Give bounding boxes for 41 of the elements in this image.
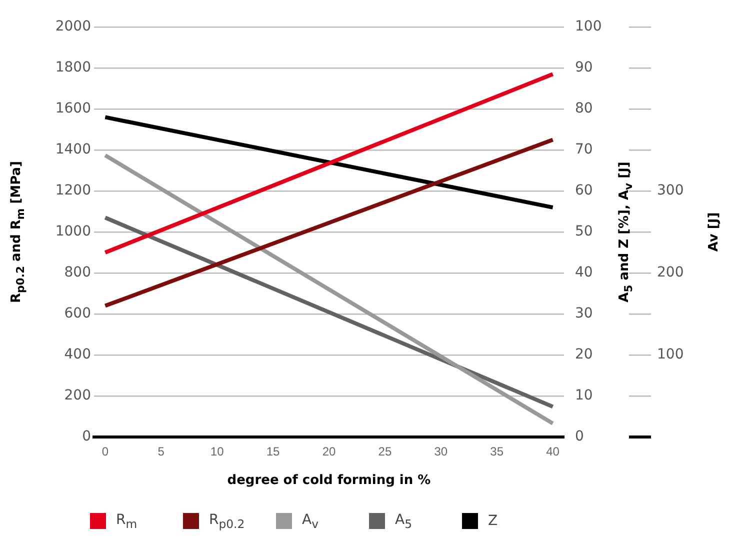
x-tick-label: 35 xyxy=(490,444,504,459)
x-tick-label: 15 xyxy=(266,444,280,459)
x-tick-label: 40 xyxy=(546,444,560,459)
y-tick-label: 1800 xyxy=(55,60,91,76)
x-tick-label: 10 xyxy=(210,444,224,459)
y-tick-label: 0 xyxy=(82,428,91,445)
y2-tick-label: 20 xyxy=(575,346,593,363)
y-tick-label: 1400 xyxy=(55,142,91,158)
y-tick-label: 1000 xyxy=(55,224,91,240)
y-tick-label: 200 xyxy=(64,388,91,404)
legend-label: R$_{m}$ xyxy=(116,512,138,531)
y-tick-label: 800 xyxy=(64,264,91,281)
y-tick-label: 1200 xyxy=(55,182,91,199)
y2-tick-label: 60 xyxy=(575,182,593,199)
y3-tick-label: 300 xyxy=(657,182,684,199)
x-tick-label: 30 xyxy=(434,444,448,459)
y3-axis-title: Av [J] xyxy=(706,212,722,252)
y2-tick-label: 0 xyxy=(575,428,584,445)
y2-tick-label: 100 xyxy=(575,18,602,35)
y3-tick-label: 100 xyxy=(657,346,684,363)
y2-tick-label: 10 xyxy=(575,388,593,404)
legend-label: A$_{v}$ xyxy=(302,512,318,531)
y-tick-label: 1600 xyxy=(55,100,91,117)
y-tick-label: 400 xyxy=(64,346,91,363)
x-axis-title: degree of cold forming in % xyxy=(227,473,431,488)
legend-label: A$_{5}$ xyxy=(395,512,412,531)
y2-tick-label: 70 xyxy=(575,142,593,158)
y-tick-label: 600 xyxy=(64,306,91,322)
y2-tick-label: 40 xyxy=(575,264,593,281)
x-tick-label: 25 xyxy=(378,444,392,459)
y2-tick-label: 30 xyxy=(575,306,593,322)
x-tick-label: 5 xyxy=(158,444,165,459)
y2-tick-label: 50 xyxy=(575,224,593,240)
x-tick-label: 0 xyxy=(102,444,109,459)
y-tick-label: 2000 xyxy=(55,18,91,35)
legend-label: Z xyxy=(488,513,498,530)
legend-label: R$_{p0.2}$ xyxy=(209,512,245,531)
x-tick-label: 20 xyxy=(322,444,336,459)
y2-tick-label: 80 xyxy=(575,100,593,117)
y2-tick-label: 90 xyxy=(575,60,593,76)
y3-tick-label: 200 xyxy=(657,264,684,281)
